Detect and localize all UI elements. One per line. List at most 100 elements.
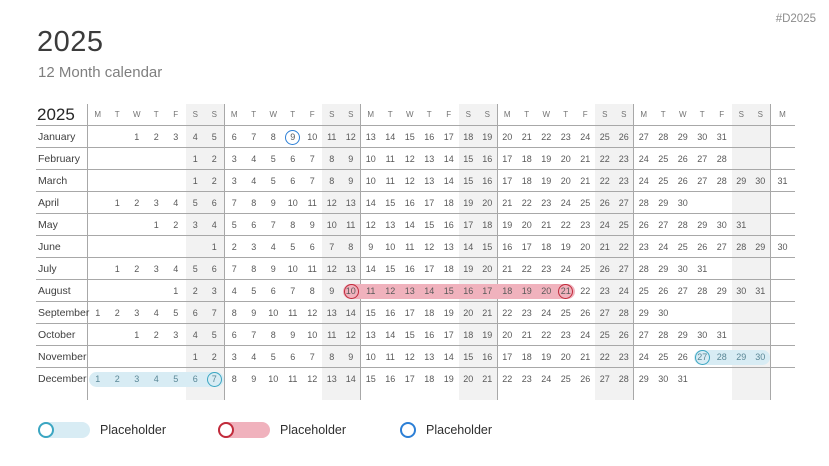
table-tail bbox=[439, 390, 459, 400]
day-cell: 6 bbox=[283, 148, 303, 170]
day-cell bbox=[751, 192, 771, 214]
highlight-circle-teal bbox=[694, 349, 710, 365]
day-cell: 13 bbox=[380, 214, 400, 236]
day-cell: 30 bbox=[731, 280, 751, 302]
day-cell: 24 bbox=[653, 236, 673, 258]
day-cell: 2 bbox=[185, 280, 205, 302]
day-cell: 19 bbox=[458, 258, 478, 280]
day-cell: 21 bbox=[478, 368, 498, 390]
day-cell: 4 bbox=[244, 148, 264, 170]
day-cell: 4 bbox=[244, 346, 264, 368]
day-cell: 30 bbox=[692, 126, 712, 148]
weekday-header: W bbox=[536, 104, 556, 126]
day-cell: 16 bbox=[419, 324, 439, 346]
day-cell: 7 bbox=[205, 302, 225, 324]
table-tail bbox=[751, 390, 771, 400]
weekday-header: F bbox=[166, 104, 186, 126]
day-cell: 9 bbox=[244, 302, 264, 324]
weekday-header: T bbox=[653, 104, 673, 126]
highlight-circle-blue bbox=[285, 129, 301, 145]
day-cell: 28 bbox=[653, 126, 673, 148]
day-cell: 26 bbox=[580, 374, 591, 384]
table-tail bbox=[537, 390, 557, 400]
day-cell: 7 bbox=[263, 214, 283, 236]
day-cell bbox=[712, 258, 732, 280]
day-cell: 8 bbox=[322, 148, 342, 170]
day-cell: 31 bbox=[751, 280, 771, 302]
day-cell: 17 bbox=[497, 346, 517, 368]
weekday-header: S bbox=[185, 104, 205, 126]
weekday-header: M bbox=[361, 104, 381, 126]
legend-swatch-red-band-with-ring-icon bbox=[218, 422, 270, 438]
day-cell: 11 bbox=[400, 236, 420, 258]
day-cell: 23 bbox=[517, 302, 537, 324]
day-cell: 25 bbox=[653, 148, 673, 170]
day-cell: 20 bbox=[497, 324, 517, 346]
teal-ring-icon bbox=[38, 422, 54, 438]
weekday-header: M bbox=[770, 104, 795, 126]
day-cell: 25 bbox=[595, 324, 615, 346]
weekday-header: S bbox=[595, 104, 615, 126]
day-cell: 24 bbox=[575, 126, 595, 148]
day-cell: 20 bbox=[517, 214, 537, 236]
table-tail bbox=[576, 390, 596, 400]
day-cell: 10 bbox=[380, 236, 400, 258]
day-cell: 30 bbox=[653, 302, 673, 324]
month-label: July bbox=[36, 258, 88, 280]
day-cell: 4 bbox=[153, 374, 159, 384]
month-label: November bbox=[36, 346, 88, 368]
day-cell: 19 bbox=[536, 148, 556, 170]
day-cell bbox=[751, 148, 771, 170]
day-cell bbox=[88, 258, 108, 280]
day-cell: 28 bbox=[673, 214, 693, 236]
day-cell: 11 bbox=[341, 214, 361, 236]
day-cell: 5 bbox=[283, 236, 303, 258]
day-cell: 25 bbox=[673, 236, 693, 258]
weekday-header: F bbox=[302, 104, 322, 126]
day-cell: 6 bbox=[283, 170, 303, 192]
day-cell: 18 bbox=[497, 280, 517, 302]
table-tail bbox=[693, 390, 713, 400]
table-tail bbox=[322, 390, 342, 400]
day-cell: 4 bbox=[166, 258, 186, 280]
day-cell: 12 bbox=[322, 258, 342, 280]
day-cell: 2 bbox=[146, 324, 166, 346]
day-cell: 21 bbox=[497, 192, 517, 214]
day-cell bbox=[88, 214, 108, 236]
day-cell: 17 bbox=[458, 214, 478, 236]
weekday-header: T bbox=[244, 104, 264, 126]
day-cell: 25 bbox=[614, 214, 634, 236]
day-cell: 15 bbox=[419, 214, 439, 236]
table-tail bbox=[361, 390, 381, 400]
day-cell: 28 bbox=[712, 148, 732, 170]
day-cell: 28 bbox=[712, 170, 732, 192]
day-cell: 5 bbox=[173, 374, 179, 384]
day-cell: 25 bbox=[575, 192, 595, 214]
day-cell: 8 bbox=[224, 302, 244, 324]
day-cell: 8 bbox=[322, 346, 342, 368]
day-cell: 2 bbox=[205, 148, 225, 170]
day-cell: 9 bbox=[263, 258, 283, 280]
page-title: 2025 bbox=[37, 26, 104, 58]
weekday-header: S bbox=[341, 104, 361, 126]
day-cell: 21 bbox=[497, 258, 517, 280]
day-cell: 24 bbox=[614, 280, 634, 302]
day-cell bbox=[88, 148, 108, 170]
day-cell bbox=[770, 214, 795, 236]
day-cell: 5 bbox=[166, 302, 186, 324]
day-cell: 15 bbox=[365, 374, 376, 384]
day-cell: 13 bbox=[419, 346, 439, 368]
day-cell: 5 bbox=[244, 280, 264, 302]
day-cell: 22 bbox=[575, 280, 595, 302]
day-cell: 25 bbox=[653, 170, 673, 192]
day-cell: 14 bbox=[419, 280, 439, 302]
day-cell: 7 bbox=[283, 280, 303, 302]
day-cell: 24 bbox=[556, 258, 576, 280]
day-cell: 12 bbox=[307, 374, 318, 384]
day-cell: 29 bbox=[731, 170, 751, 192]
day-cell bbox=[751, 368, 771, 390]
table-tail bbox=[88, 390, 108, 400]
weekday-header: M bbox=[634, 104, 654, 126]
day-cell: 1 bbox=[185, 170, 205, 192]
weekday-header: S bbox=[205, 104, 225, 126]
